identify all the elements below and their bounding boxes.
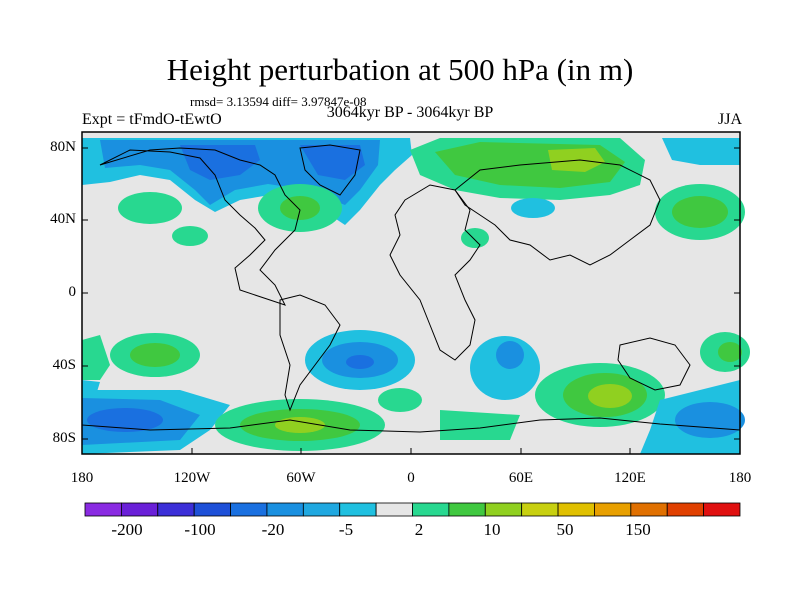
colorbar-label: 150 (625, 520, 651, 539)
coastlines (81, 144, 741, 433)
colorbar-swatch (484, 502, 523, 517)
colorbar-swatch (84, 502, 122, 517)
colorbar-swatch (266, 502, 304, 517)
xtick-label: 120E (614, 470, 646, 486)
colorbar-label: -20 (261, 520, 285, 539)
colorbar-label: -200 (111, 520, 143, 539)
colorbar-swatch (193, 502, 231, 517)
colorbar-label: 2 (414, 520, 424, 539)
xtick-label: 180 (70, 470, 94, 486)
contour-positive-eurasia (410, 138, 645, 200)
colorbar-label: -100 (184, 520, 216, 539)
colorbar-swatch (120, 502, 159, 517)
colorbar-swatch (302, 502, 341, 517)
contour-negative-asia (511, 198, 555, 218)
ytick-label: 0 (68, 284, 77, 300)
ytick-label: 80S (52, 430, 76, 446)
xtick-label: 0 (407, 470, 415, 486)
xtick-label: 180 (728, 470, 752, 486)
colorbar-label: 10 (483, 520, 501, 539)
colorbar-swatch (157, 502, 195, 517)
colorbar (84, 502, 741, 517)
colorbar-swatch (448, 502, 486, 517)
colorbar-swatch (666, 502, 705, 517)
ytick-label: 40S (52, 357, 76, 373)
colorbar-swatch (630, 502, 668, 517)
xtick-label: 60E (508, 470, 534, 486)
contour-positive-npacific-small (172, 226, 208, 246)
period-label: 3064kyr BP - 3064kyr BP (326, 104, 494, 121)
colorbar-label: 50 (556, 520, 574, 539)
colorbar-swatch (594, 502, 632, 517)
colorbar-swatch (375, 502, 413, 517)
season-label: JJA (717, 111, 742, 128)
colorbar-swatch (521, 502, 559, 517)
colorbar-swatch (339, 502, 377, 517)
colorbar-swatch (703, 502, 741, 517)
xtick-label: 120W (173, 470, 211, 486)
colorbar-swatch (412, 502, 450, 517)
contour-positive-pacific-north (655, 184, 745, 240)
plot-title: Height perturbation at 500 hPa (in m) (166, 52, 634, 87)
experiment-label: Expt = tFmdO-tEwtO (82, 111, 222, 128)
stats-text: rmsd= 3.13594 diff= 3.97847e-08 (190, 94, 367, 109)
map-panel (81, 131, 750, 455)
contour-positive-npacific-west (118, 192, 182, 224)
contour-sh-band (82, 330, 750, 454)
ytick-label: 80N (50, 139, 76, 155)
xtick-label: 60W (286, 470, 316, 486)
colorbar-swatch (230, 502, 268, 517)
colorbar-label: -5 (338, 520, 354, 539)
ytick-label: 40N (50, 211, 76, 227)
contour-positive-mideast (461, 228, 489, 248)
colorbar-swatch (557, 502, 595, 517)
axis-ticks (81, 147, 741, 454)
contour-positive-atlantic (258, 184, 342, 232)
